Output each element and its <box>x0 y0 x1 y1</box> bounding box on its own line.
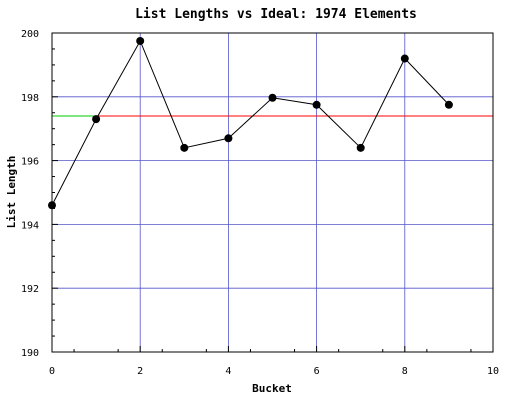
x-axis-label: Bucket <box>252 382 292 395</box>
plot-frame <box>51 32 494 353</box>
y-tick-label: 198 <box>21 93 39 104</box>
y-tick-label: 190 <box>21 348 39 359</box>
data-point <box>224 134 233 143</box>
x-tick-label: 6 <box>314 366 320 377</box>
data-point <box>136 36 145 45</box>
axis-ticks: 0 2 4 6 8 10 190 192 194 196 198 200 <box>21 29 499 377</box>
y-tick-label: 194 <box>21 220 39 231</box>
data-point <box>444 100 453 109</box>
y-tick-label: 196 <box>21 157 39 168</box>
data-point <box>400 54 409 63</box>
chart-title: List Lengths vs Ideal: 1974 Elements <box>135 7 417 22</box>
x-tick-label: 0 <box>49 366 55 377</box>
x-tick-label: 10 <box>487 366 499 377</box>
x-tick-label: 8 <box>402 366 408 377</box>
data-point <box>356 143 365 152</box>
series-line <box>51 39 450 206</box>
grid <box>52 33 493 352</box>
y-axis-label: List Length <box>5 156 18 229</box>
y-tick-label: 200 <box>21 29 39 40</box>
x-tick-label: 4 <box>225 366 231 377</box>
data-point <box>312 100 321 109</box>
x-tick-label: 2 <box>137 366 143 377</box>
data-point <box>268 93 277 102</box>
y-tick-label: 192 <box>21 284 39 295</box>
data-point <box>92 115 101 124</box>
series-group <box>48 36 453 210</box>
data-point <box>180 143 189 152</box>
